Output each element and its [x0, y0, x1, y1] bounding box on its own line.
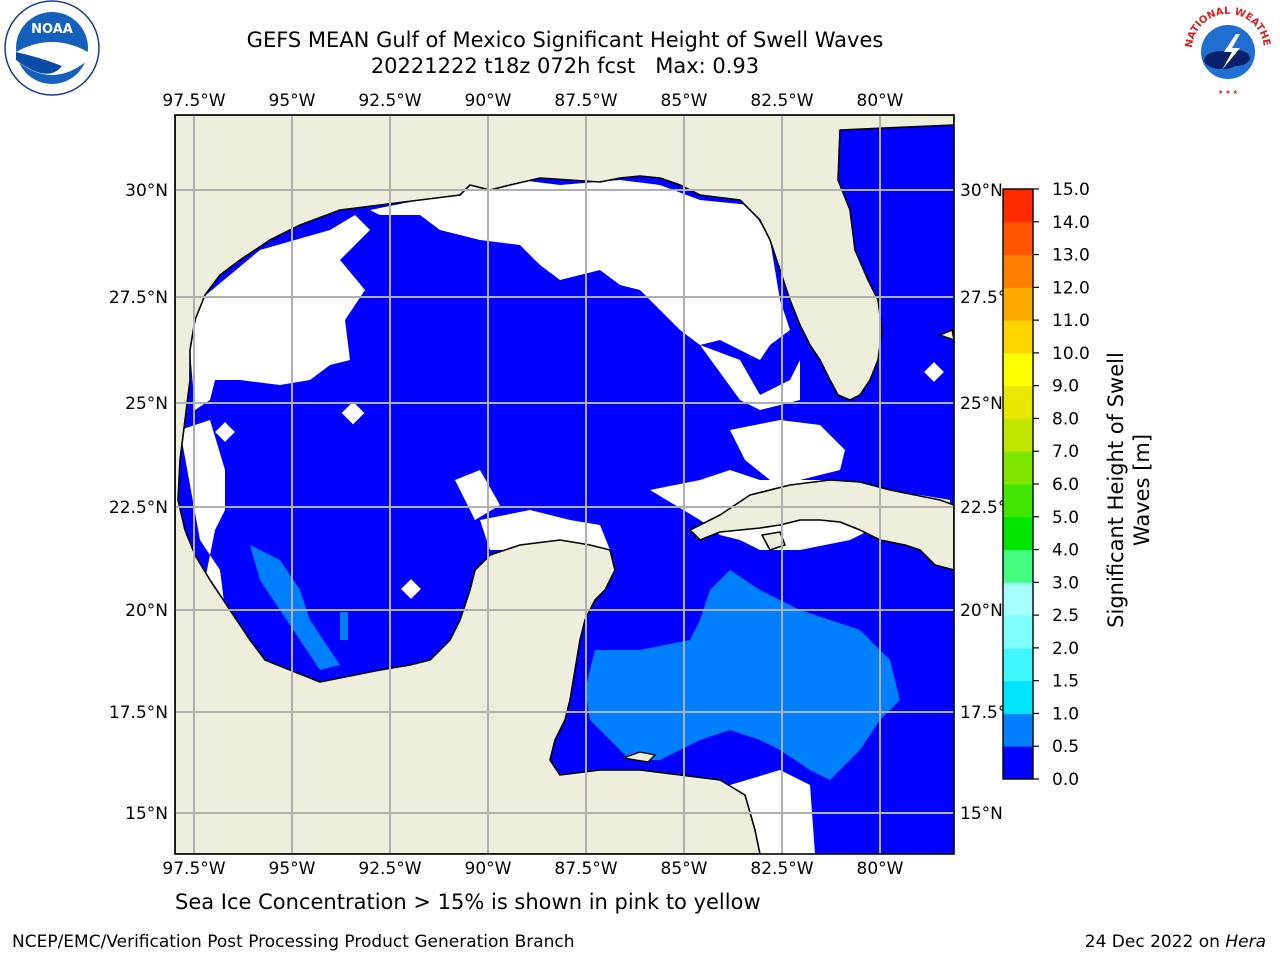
colorbar-tick-label: 13.0 [1052, 246, 1090, 266]
colorbar-tick-label: 11.0 [1052, 311, 1090, 331]
colorbar-tick-label: 3.0 [1052, 573, 1079, 593]
lon-label-bottom: 87.5°W [554, 859, 617, 879]
colorbar-tick-label: 14.0 [1052, 213, 1090, 233]
colorbar-tick-label: 1.5 [1052, 672, 1079, 692]
colorbar-tick-label: 2.0 [1052, 639, 1079, 659]
land-areas [175, 115, 954, 854]
lon-label-bottom: 92.5°W [358, 859, 421, 879]
colorbar-tick-label: 0.5 [1052, 737, 1079, 757]
lat-label-left: 15°N [125, 804, 168, 824]
lon-label-top: 85°W [661, 91, 708, 111]
colorbar: 0.0 0.5 1.0 1.5 2.0 2.5 3.0 4.0 5.0 6.0 7.0 8.0 9.0 1… [1002, 180, 1090, 790]
colorbar-segment [1003, 451, 1033, 485]
lat-label-right: 30°N [960, 181, 1003, 201]
cuba-land [689, 479, 954, 571]
colorbar-tick-label: 12.0 [1052, 278, 1090, 298]
map-title: GEFS MEAN Gulf of Mexico Significant Hei… [246, 28, 884, 52]
colorbar-label: Significant Height of Swell Waves [m] [1104, 352, 1154, 628]
colorbar-segment [1003, 320, 1033, 354]
lon-label-top: 90°W [465, 91, 512, 111]
map-subtitle: 20221222 t18z 072h fcst Max: 0.93 [370, 54, 760, 78]
credit-branch: NCEP/EMC/Verification Post Processing Pr… [12, 932, 575, 952]
colorbar-tick-label: 15.0 [1052, 180, 1090, 200]
lon-label-top: 82.5°W [750, 91, 813, 111]
colorbar-segment [1003, 582, 1033, 616]
svg-text:NOAA: NOAA [31, 22, 73, 37]
colorbar-segment [1003, 221, 1033, 256]
lon-label-bottom: 95°W [269, 859, 316, 879]
lat-label-right: 20°N [960, 601, 1003, 621]
colorbar-segment [1003, 615, 1033, 649]
colorbar-segment [1003, 746, 1033, 780]
lon-label-bottom: 97.5°W [162, 859, 225, 879]
lon-label-top: 97.5°W [162, 91, 225, 111]
colorbar-segment [1003, 647, 1033, 682]
colorbar-tick-label: 9.0 [1052, 377, 1079, 397]
credit-date: 24 Dec 2022 on Hera [1085, 932, 1266, 952]
lat-label-left: 17.5°N [109, 703, 168, 723]
lat-label-right: 27.5°N [960, 288, 1019, 308]
colorbar-segment [1003, 189, 1033, 223]
colorbar-segment [1003, 549, 1033, 583]
colorbar-segment [1003, 484, 1033, 518]
colorbar-tick-label: 2.5 [1052, 606, 1079, 626]
colorbar-tick-label: 1.0 [1052, 704, 1079, 724]
colorbar-tick-label: 0.0 [1052, 770, 1079, 790]
colorbar-tick-label: 7.0 [1052, 442, 1079, 462]
colorbar-tick-label: 6.0 [1052, 475, 1079, 495]
lon-labels-bottom: 97.5°W 95°W 92.5°W 90°W 87.5°W 85°W 82.5°W 80°W [162, 859, 903, 879]
colorbar-segment [1003, 680, 1033, 714]
lat-label-right: 25°N [960, 394, 1003, 414]
colorbar-segment [1003, 418, 1033, 452]
lat-labels-left: 30°N 27.5°N 25°N 22.5°N 20°N 17.5°N 15°N [109, 181, 168, 824]
lat-label-right: 15°N [960, 804, 1003, 824]
usa-land [175, 115, 954, 854]
colorbar-segment [1003, 254, 1033, 288]
lat-label-left: 20°N [125, 601, 168, 621]
lon-label-top: 87.5°W [554, 91, 617, 111]
colorbar-tick-label: 4.0 [1052, 541, 1079, 561]
gridlines [175, 115, 954, 854]
lat-label-left: 22.5°N [109, 498, 168, 518]
lon-label-bottom: 90°W [465, 859, 512, 879]
credit-host: Hera [1225, 932, 1266, 952]
credit-date-text: 24 Dec 2022 on [1084, 932, 1226, 952]
lon-label-top: 95°W [269, 91, 316, 111]
lat-label-left: 30°N [125, 181, 168, 201]
nws-logo: NATIONAL WEATHER SERVICE ★ ★ ★ [1178, 0, 1274, 96]
lat-label-right: 22.5°N [960, 498, 1019, 518]
isla-juventud [761, 531, 786, 551]
lon-label-bottom: 82.5°W [750, 859, 813, 879]
lon-label-top: 80°W [857, 91, 904, 111]
colorbar-segment [1003, 385, 1033, 419]
lon-label-bottom: 85°W [661, 859, 708, 879]
small-islands [622, 329, 954, 763]
lat-label-left: 25°N [125, 394, 168, 414]
lat-labels-right: 30°N 27.5°N 25°N 22.5°N 20°N 17.5°N 15°N [960, 181, 1019, 824]
colorbar-tick-label: 5.0 [1052, 508, 1079, 528]
colorbar-segment [1003, 713, 1033, 747]
colorbar-tick-label: 10.0 [1052, 344, 1090, 364]
colorbar-segment [1003, 352, 1033, 387]
map-frame [174, 114, 955, 855]
noaa-logo: NOAA [4, 0, 100, 96]
lat-label-right: 17.5°N [960, 703, 1019, 723]
colorbar-segment [1003, 516, 1033, 551]
lat-label-left: 27.5°N [109, 288, 168, 308]
svg-text:★ ★ ★: ★ ★ ★ [1218, 89, 1238, 96]
lon-labels-top: 97.5°W 95°W 92.5°W 90°W 87.5°W 85°W 82.5°W 80°W [162, 91, 903, 111]
lon-label-top: 92.5°W [358, 91, 421, 111]
map-area [175, 115, 954, 854]
sea-ice-footnote: Sea Ice Concentration > 15% is shown in … [175, 890, 761, 914]
colorbar-tick-label: 8.0 [1052, 409, 1079, 429]
colorbar-segment [1003, 287, 1033, 321]
lon-label-bottom: 80°W [857, 859, 904, 879]
